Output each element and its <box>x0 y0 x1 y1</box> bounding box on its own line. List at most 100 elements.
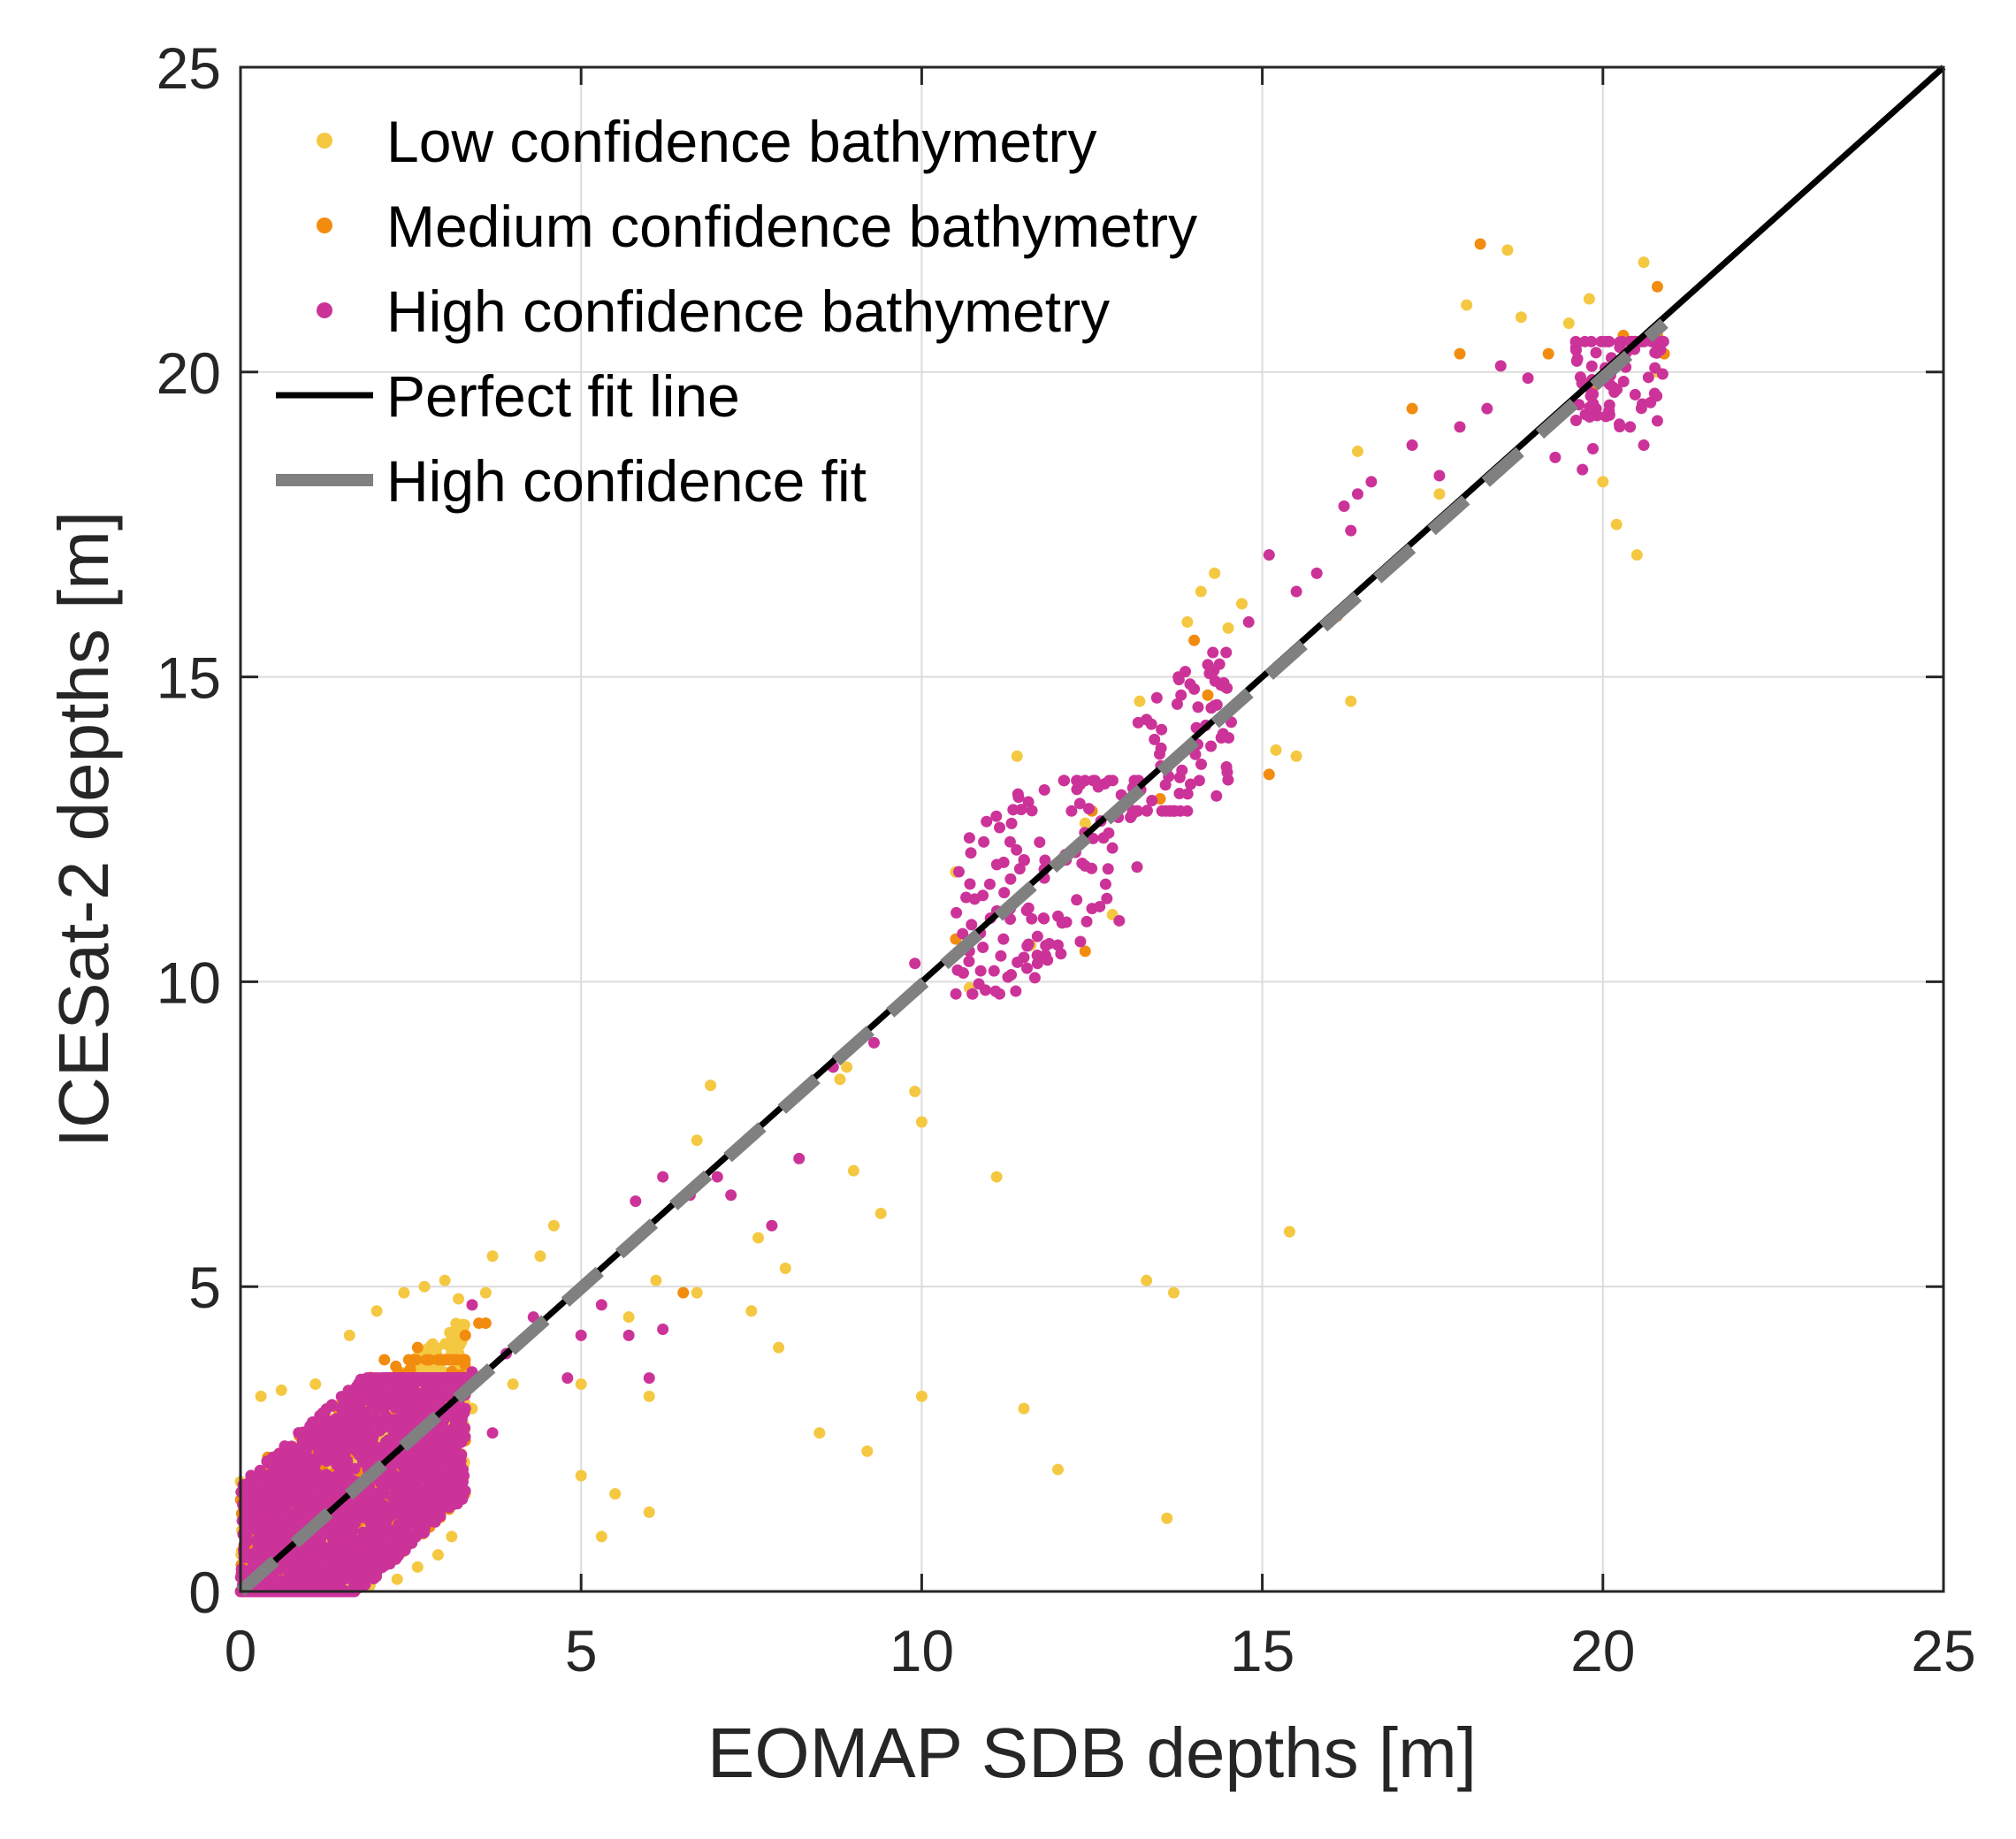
data-point <box>915 1116 928 1128</box>
data-point <box>1583 293 1595 305</box>
data-point <box>1290 750 1302 762</box>
data-point <box>981 815 993 828</box>
data-point <box>295 1494 308 1507</box>
data-point <box>263 1517 275 1530</box>
data-point <box>334 1418 347 1431</box>
data-point <box>339 1437 351 1449</box>
data-point <box>379 1409 392 1422</box>
data-point <box>345 1385 357 1397</box>
data-point <box>309 1378 322 1391</box>
data-point <box>622 1311 635 1324</box>
data-point <box>360 1490 372 1502</box>
data-point <box>418 1280 431 1293</box>
data-point <box>1351 445 1363 457</box>
data-point <box>254 1464 266 1477</box>
data-point <box>997 856 1010 868</box>
data-point <box>309 1493 322 1506</box>
data-point <box>1221 767 1233 779</box>
data-point <box>995 950 1007 962</box>
data-point <box>340 1446 352 1458</box>
data-point <box>479 1286 492 1299</box>
data-point <box>1026 805 1038 817</box>
data-point <box>1610 518 1623 530</box>
data-point <box>745 1305 758 1317</box>
data-point <box>429 1468 441 1480</box>
data-point <box>386 1529 399 1541</box>
data-point <box>396 1521 409 1533</box>
data-point <box>966 988 979 1000</box>
data-point <box>1202 689 1214 701</box>
data-point <box>411 1560 424 1573</box>
data-point <box>262 1457 274 1469</box>
data-point <box>964 878 976 890</box>
data-point <box>322 1574 334 1586</box>
data-point <box>479 1317 492 1330</box>
data-point <box>1022 796 1035 808</box>
data-point <box>963 955 975 967</box>
data-point <box>402 1354 415 1366</box>
data-point <box>369 1388 381 1400</box>
data-point <box>275 1384 287 1396</box>
data-point <box>286 1575 298 1587</box>
data-point <box>1034 836 1046 849</box>
data-point <box>381 1441 393 1454</box>
data-point <box>378 1354 391 1366</box>
data-point <box>950 988 962 1000</box>
data-point <box>1020 962 1033 974</box>
data-point <box>347 1558 360 1570</box>
data-point <box>263 1483 276 1495</box>
data-point <box>1181 788 1194 800</box>
data-point <box>1134 695 1146 707</box>
data-point <box>378 1421 390 1433</box>
data-point <box>1051 1463 1064 1476</box>
data-point <box>418 1372 431 1385</box>
data-point <box>1270 744 1282 756</box>
data-point <box>317 1415 330 1428</box>
data-point <box>302 1427 315 1439</box>
data-point <box>413 1387 425 1400</box>
data-point <box>1188 634 1201 646</box>
data-point <box>454 1372 467 1385</box>
data-point <box>319 1490 332 1502</box>
data-point <box>240 1536 252 1548</box>
data-point <box>1042 954 1054 966</box>
data-point <box>1171 698 1183 710</box>
data-point <box>365 1520 378 1532</box>
data-point <box>429 1446 441 1458</box>
data-point <box>366 1372 378 1385</box>
data-point <box>387 1427 400 1439</box>
data-point <box>1071 775 1083 787</box>
data-point <box>341 1455 354 1468</box>
data-point <box>841 1061 853 1073</box>
data-point <box>1515 311 1527 324</box>
data-point <box>952 866 965 878</box>
data-point <box>253 1516 265 1529</box>
data-point <box>1022 902 1035 914</box>
data-point <box>286 1561 298 1574</box>
data-point <box>1018 951 1030 964</box>
data-point <box>297 1575 309 1587</box>
data-point <box>363 1505 375 1517</box>
data-point <box>320 1454 332 1467</box>
data-point <box>915 1390 928 1402</box>
data-point <box>319 1552 332 1564</box>
data-point <box>444 1340 456 1353</box>
data-point <box>993 988 1005 1000</box>
data-point <box>1235 598 1248 610</box>
data-point <box>277 1531 289 1544</box>
data-point <box>377 1381 389 1393</box>
data-point <box>347 1412 359 1424</box>
data-point <box>1071 894 1083 906</box>
data-point <box>1012 791 1025 804</box>
data-point <box>454 1412 467 1424</box>
data-point <box>459 1431 471 1443</box>
data-point <box>1039 854 1051 866</box>
data-point <box>990 1171 1003 1183</box>
data-point <box>1651 280 1663 293</box>
data-point <box>1101 892 1113 904</box>
data-point <box>431 1549 444 1561</box>
data-point <box>358 1573 370 1585</box>
data-point <box>957 967 969 980</box>
data-point <box>240 1518 252 1530</box>
data-point <box>1345 695 1357 707</box>
